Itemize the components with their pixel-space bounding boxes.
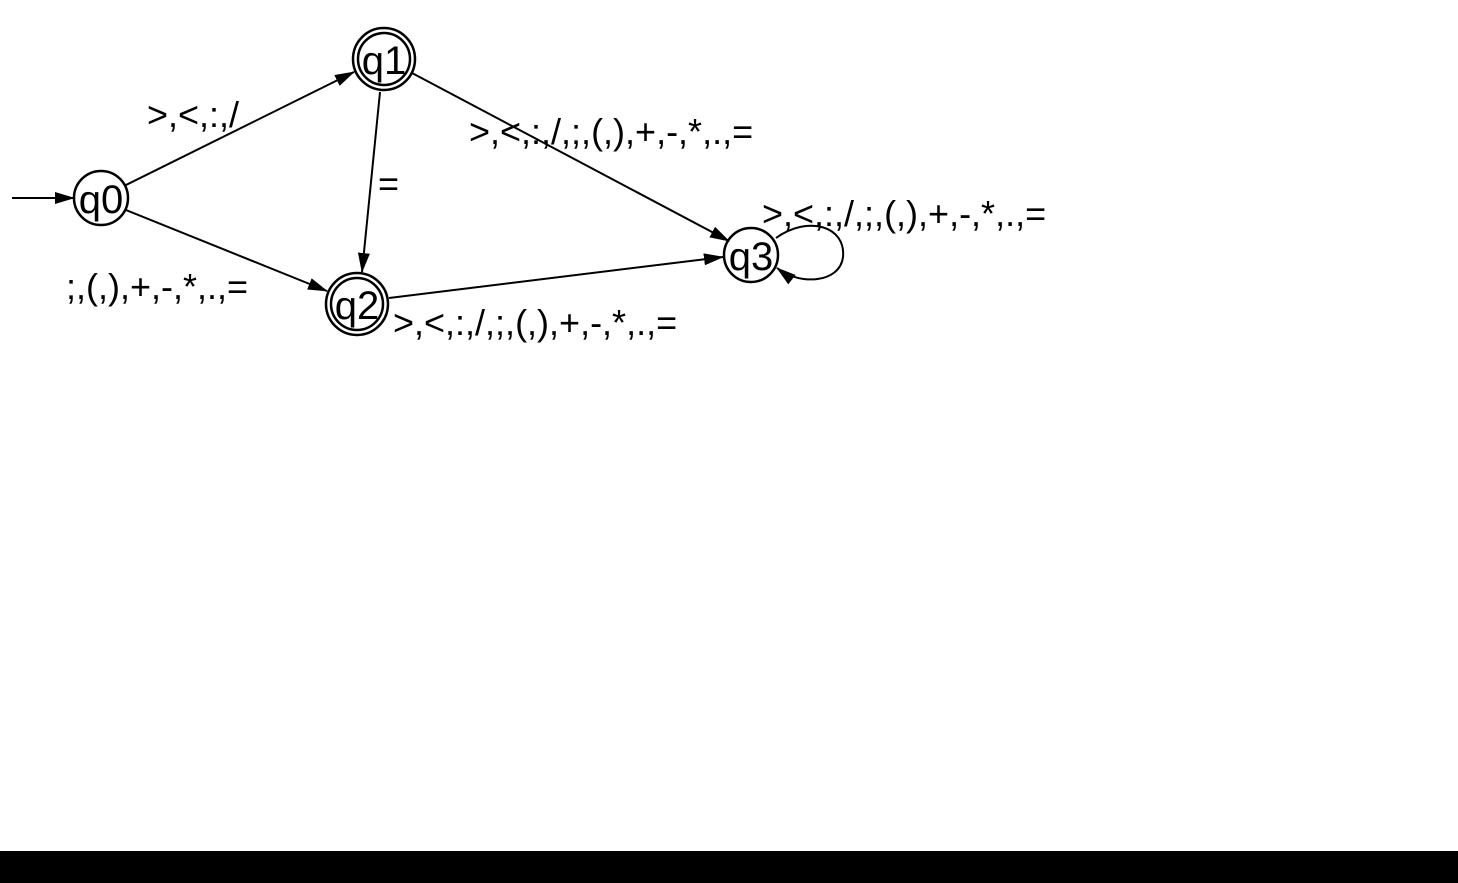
label-q2-q3: >,<,:,/,;,(,),+,-,*,.,= <box>393 302 677 343</box>
state-q3: q3 <box>722 226 780 284</box>
edge-q1-q3 <box>411 72 730 242</box>
edge-q2-q3 <box>388 253 724 299</box>
edge-q0-q1 <box>123 71 355 187</box>
edge-q3-q3-loop <box>775 224 845 285</box>
bottom-bar <box>0 851 1458 883</box>
state-q2-label: q2 <box>335 284 380 328</box>
label-q3-q3: >,<,:,/,;,(,),+,-,*,.,= <box>762 193 1046 234</box>
state-diagram: q0 q1 q2 q3 >,<,:,/ ;,(,),+,-,*,.,= = >,… <box>12 26 1046 343</box>
label-q1-q3: >,<,:,/,;,(,),+,-,*,.,= <box>469 111 753 152</box>
state-q2: q2 <box>324 271 390 337</box>
state-q3-label: q3 <box>729 235 774 279</box>
state-q1: q1 <box>351 26 417 92</box>
label-q0-q1: >,<,:,/ <box>147 94 239 135</box>
state-q0: q0 <box>72 169 130 227</box>
state-q1-label: q1 <box>362 39 407 83</box>
edge-q1-q2 <box>357 91 381 273</box>
edge-q0-q2 <box>125 209 328 292</box>
state-q0-label: q0 <box>79 178 124 222</box>
label-q0-q2: ;,(,),+,-,*,.,= <box>66 266 248 307</box>
label-q1-q2: = <box>378 163 399 204</box>
